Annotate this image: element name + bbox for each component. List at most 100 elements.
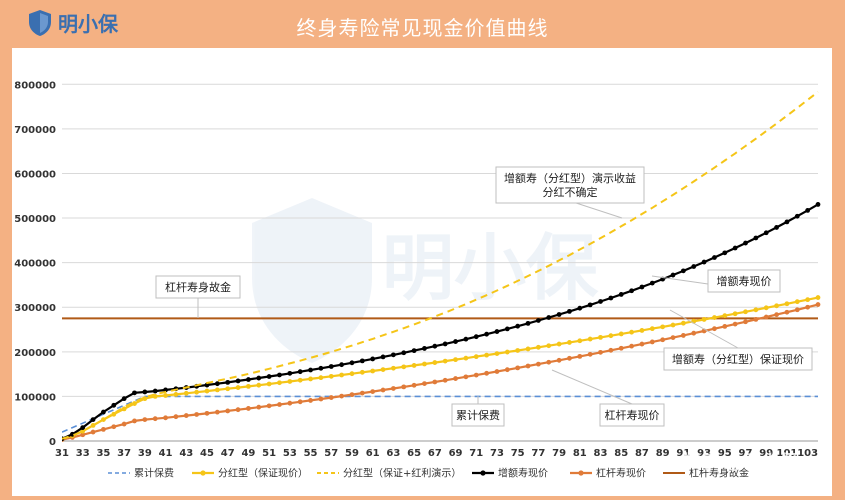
annotation-dividend: 增额寿（分红型）保证现价 [663, 309, 813, 371]
legend-item-1: 累计保费 [108, 467, 174, 480]
data-point [463, 374, 469, 380]
x-tick-label: 97 [739, 448, 753, 459]
data-point [80, 425, 86, 431]
data-point [701, 317, 707, 322]
data-point [743, 309, 748, 315]
annotation-leader [569, 200, 623, 219]
data-point [608, 333, 614, 339]
data-point [504, 367, 510, 373]
data-point [701, 259, 707, 265]
data-point [815, 302, 821, 307]
data-point [328, 395, 334, 400]
data-point [732, 321, 738, 327]
data-point [163, 415, 168, 421]
x-tick-label: 57 [324, 448, 338, 459]
legend-item-6: 杠杆寿身故金 [663, 467, 749, 480]
data-point [732, 311, 738, 317]
x-tick-label: 87 [635, 448, 649, 459]
x-tick-label: 71 [469, 448, 483, 459]
annotation-box [599, 403, 665, 427]
x-tick-label: 35 [96, 448, 110, 459]
x-tick-label: 49 [241, 448, 255, 459]
data-point [225, 379, 231, 385]
data-point [183, 390, 189, 396]
data-point [142, 396, 148, 402]
data-point [380, 367, 386, 373]
data-point [256, 382, 262, 388]
footer-watermark: 知乎 @明小保 [683, 451, 798, 473]
data-point [753, 235, 759, 241]
data-point [484, 370, 490, 376]
x-tick-label: 63 [386, 448, 400, 459]
data-point [111, 424, 117, 430]
x-tick-label: 39 [138, 448, 152, 459]
data-point [618, 345, 624, 351]
data-point [235, 407, 241, 413]
data-point [535, 318, 541, 323]
data-point [494, 369, 500, 374]
data-point [370, 389, 376, 394]
data-point [753, 317, 759, 322]
x-tick-label: 51 [262, 448, 276, 459]
x-tick-label: 77 [531, 448, 545, 459]
data-point [774, 225, 779, 230]
data-point [390, 386, 396, 391]
x-tick-label: 99 [759, 448, 773, 459]
y-tick-label: 100000 [14, 392, 56, 403]
data-point [649, 339, 655, 345]
legend-item-2: 分红型（保证现价） [192, 467, 308, 480]
series-line [62, 395, 818, 433]
data-point [173, 414, 179, 420]
data-point [432, 360, 438, 365]
data-point [732, 245, 738, 251]
data-point [567, 355, 572, 361]
watermark: 明小保 [252, 198, 599, 363]
data-point [380, 387, 386, 393]
data-point [308, 398, 313, 403]
data-point [629, 288, 634, 294]
annotation-leveraged: 杠杆寿现价 [551, 369, 665, 427]
data-point [680, 320, 686, 326]
data-point [567, 308, 572, 314]
data-point [577, 338, 583, 344]
x-tick-label: 95 [718, 448, 732, 459]
annotation-leader [551, 369, 633, 405]
data-point [670, 272, 676, 278]
y-tick-label: 300000 [14, 303, 56, 314]
data-point [121, 406, 127, 412]
data-point [691, 330, 697, 336]
data-point [525, 346, 531, 352]
data-point [525, 363, 531, 369]
data-point [577, 353, 583, 359]
data-point [266, 403, 272, 409]
legend-item-5: 杠杆寿现价 [570, 467, 646, 480]
x-tick-label: 37 [117, 448, 131, 459]
data-point [680, 333, 686, 338]
data-point [214, 409, 220, 415]
data-point [784, 309, 790, 315]
annotation-text: 增额寿现价 [717, 274, 772, 288]
data-point [401, 384, 407, 390]
data-point [80, 432, 86, 438]
data-point [660, 337, 666, 343]
legend-label: 累计保费 [134, 467, 174, 480]
data-point [463, 355, 469, 361]
x-tick-label: 83 [594, 448, 608, 459]
x-tick-label: 85 [614, 448, 628, 459]
y-tick-label: 200000 [14, 348, 56, 359]
data-point [297, 399, 303, 405]
data-point [121, 396, 127, 402]
x-tick-label: 81 [573, 448, 587, 459]
data-point [277, 402, 282, 407]
data-point [277, 380, 282, 386]
x-tick-label: 101 [776, 448, 797, 459]
data-point [235, 385, 241, 390]
data-point [111, 402, 117, 408]
data-point [411, 382, 417, 388]
annotation-leader [651, 275, 709, 285]
data-point [567, 340, 572, 345]
y-tick-label: 600000 [14, 169, 56, 180]
x-tick-label: 89 [656, 448, 670, 459]
data-point [380, 354, 386, 360]
data-point [266, 381, 272, 387]
